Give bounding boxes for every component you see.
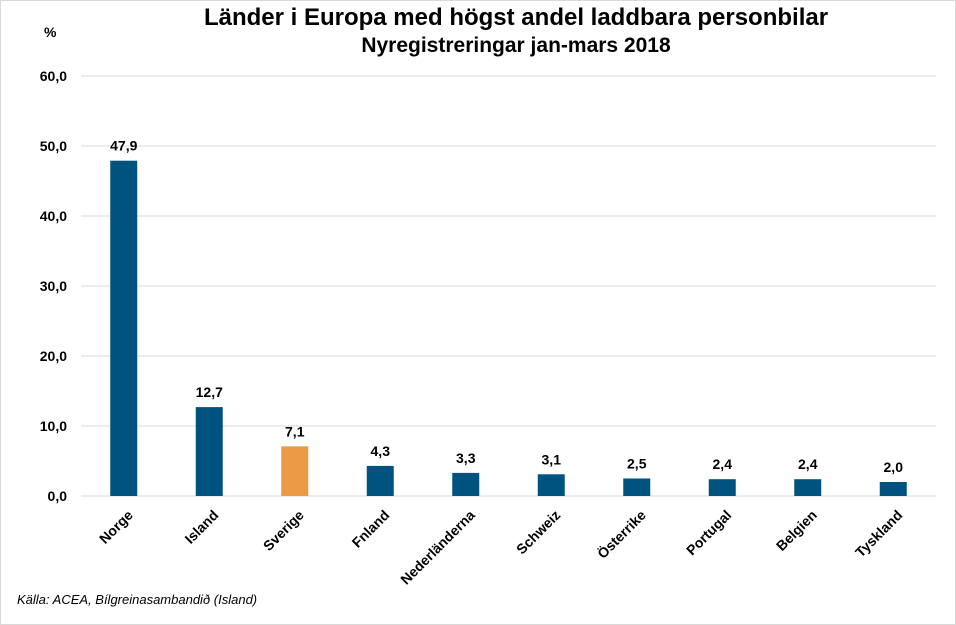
data-label: 47,9: [110, 138, 137, 154]
x-category-label: Österrike: [594, 507, 649, 562]
gridlines: [81, 75, 936, 497]
bar-island: [195, 407, 223, 496]
bar-tyskland: [879, 482, 907, 496]
x-axis-categories: Norge Island Sverige Fnland Nederländerna Sch…: [96, 507, 905, 588]
data-label: 4,3: [371, 443, 391, 459]
bars: [110, 160, 907, 496]
data-label: 2,5: [627, 456, 647, 472]
bar-norge: [110, 160, 138, 496]
x-category-label: Sverige: [260, 507, 307, 554]
bar-nederländerna: [452, 472, 480, 496]
x-category-label: Belgien: [773, 507, 820, 554]
bar-schweiz: [537, 474, 565, 496]
data-label: 2,4: [798, 456, 818, 472]
x-category-label: Schweiz: [513, 507, 563, 557]
x-category-label: Island: [181, 507, 221, 547]
chart-title: Länder i Europa med högst andel laddbara…: [203, 4, 829, 31]
x-category-label: Norge: [96, 507, 136, 547]
bar-sverige: [281, 446, 309, 496]
y-tick-label: 20,0: [40, 348, 67, 364]
y-tick-label: 60,0: [40, 68, 67, 84]
chart-subtitle: Nyregistreringar jan-mars 2018: [361, 34, 671, 57]
bar-portugal: [708, 479, 736, 496]
x-category-label: Fnland: [349, 507, 393, 551]
data-label: 12,7: [196, 384, 223, 400]
data-label: 2,0: [884, 459, 904, 475]
data-label: 2,4: [713, 456, 733, 472]
bar-fnland: [366, 465, 394, 496]
y-tick-label: 10,0: [40, 418, 67, 434]
y-tick-label: 40,0: [40, 208, 67, 224]
data-labels: 47,9 12,7 7,1 4,3 3,3 3,1 2,5 2,4 2,4 2,0: [110, 138, 903, 475]
data-label: 3,3: [456, 450, 476, 466]
bar-belgien: [794, 479, 822, 496]
x-category-label: Nederländerna: [397, 507, 478, 588]
source-note: Källa: ACEA, Bílgreinasambandið (Island): [17, 592, 258, 607]
y-tick-label: 0,0: [48, 488, 68, 504]
y-axis-label: %: [44, 24, 57, 40]
x-category-label: Tyskland: [852, 507, 905, 560]
data-label: 7,1: [285, 423, 305, 439]
y-axis-ticks: 0,0 10,0 20,0 30,0 40,0 50,0 60,0: [40, 68, 67, 504]
data-label: 3,1: [542, 451, 562, 467]
y-tick-label: 50,0: [40, 138, 67, 154]
y-tick-label: 30,0: [40, 278, 67, 294]
x-category-label: Portugal: [683, 507, 734, 558]
bar-österrike: [623, 478, 651, 496]
